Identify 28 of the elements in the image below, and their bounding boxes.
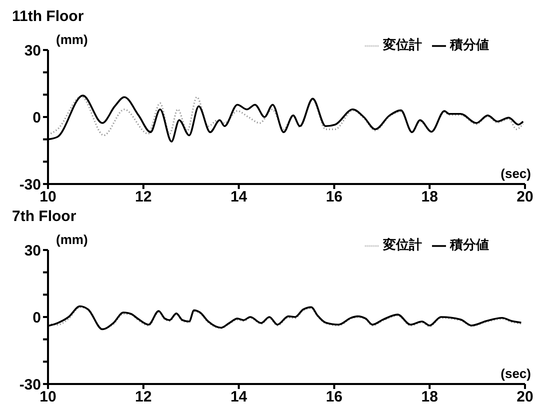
y-tick-label: 30 — [24, 242, 41, 260]
x-tick-label: 20 — [516, 188, 534, 206]
legend-label: 積分値 — [450, 237, 489, 252]
chart-title: 7th Floor — [12, 208, 76, 225]
x-tick-label: 20 — [516, 388, 534, 406]
x-tick-label: 14 — [230, 388, 248, 406]
x-tick-label: 10 — [40, 388, 56, 406]
chart-title: 11th Floor — [12, 8, 84, 25]
x-tick-label: 10 — [40, 188, 56, 206]
y-tick-label: -30 — [19, 376, 41, 394]
y-axis-title: (mm) — [56, 32, 88, 47]
x-tick-label: 16 — [326, 188, 343, 206]
legend-label: 変位計 — [383, 237, 422, 252]
y-tick-label: 0 — [32, 109, 41, 126]
legend-label: 変位計 — [383, 37, 422, 52]
y-tick-label: 30 — [24, 42, 41, 60]
x-tick-label: 16 — [326, 388, 343, 406]
y-tick-label: -30 — [19, 176, 41, 194]
x-tick-label: 12 — [135, 388, 152, 406]
x-axis-title: (sec) — [500, 366, 531, 381]
x-tick-label: 14 — [230, 188, 248, 206]
x-tick-label: 18 — [421, 388, 438, 406]
x-tick-label: 18 — [421, 188, 438, 206]
x-tick-label: 12 — [135, 188, 152, 206]
x-axis-title: (sec) — [500, 166, 531, 181]
y-axis-title: (mm) — [56, 232, 88, 247]
legend-label: 積分値 — [450, 37, 489, 52]
y-tick-label: 0 — [32, 309, 41, 326]
